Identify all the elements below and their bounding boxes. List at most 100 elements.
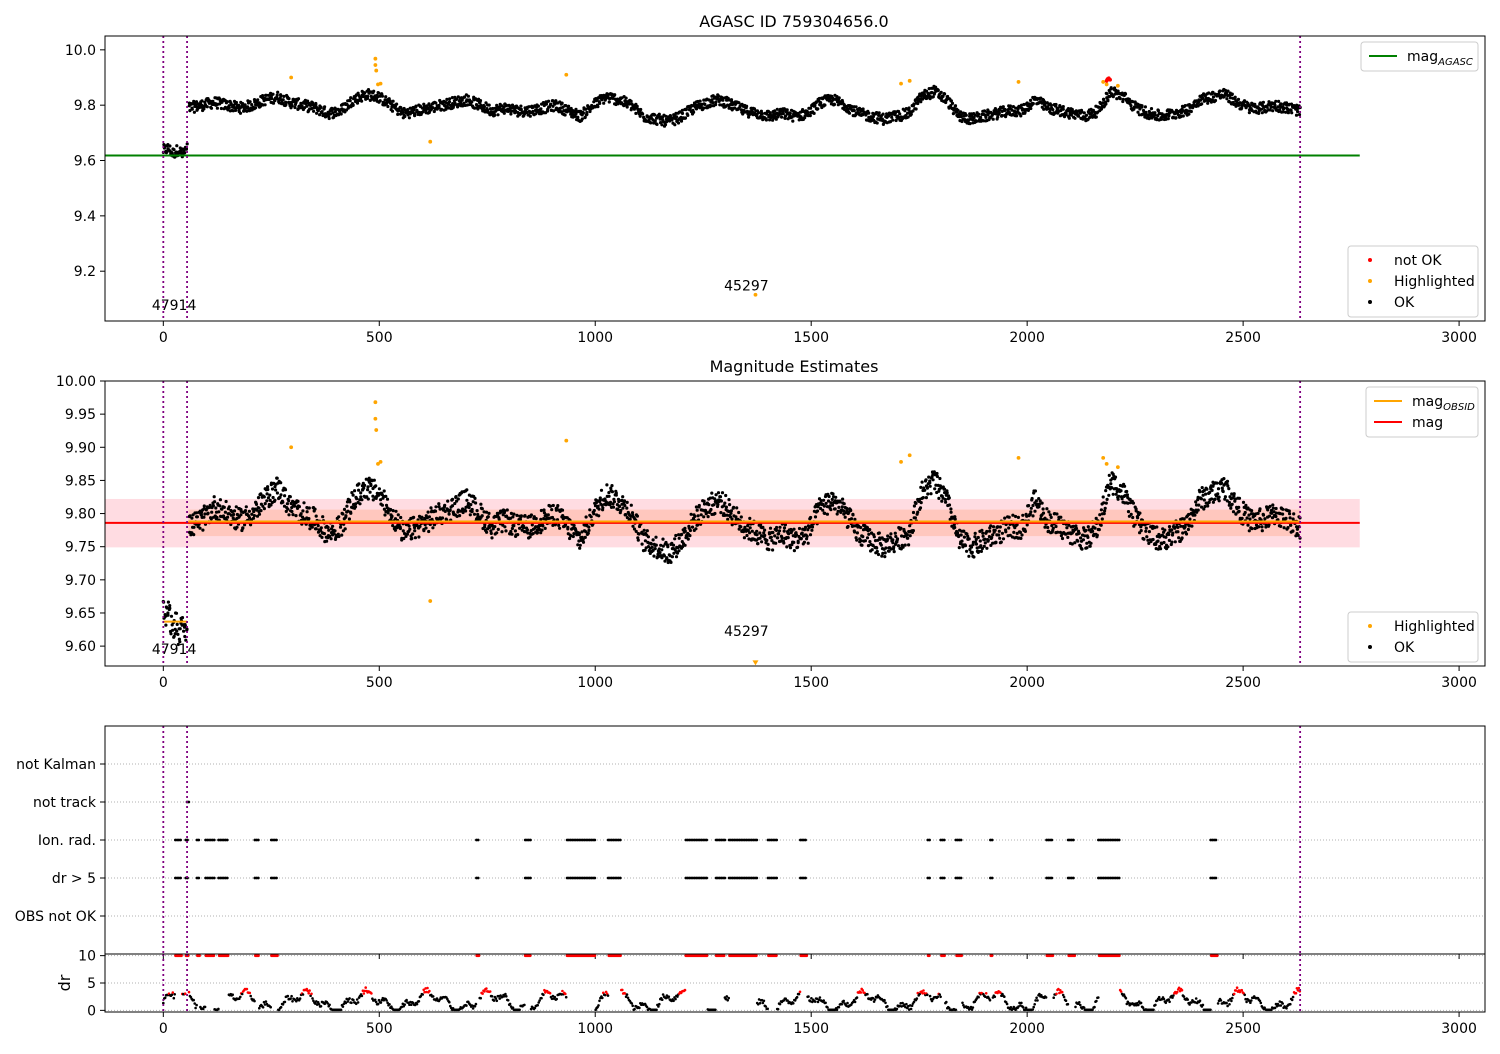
ok-point: [926, 492, 929, 495]
ok-point: [357, 489, 360, 492]
ok-point: [176, 633, 179, 636]
ok-point: [981, 532, 984, 535]
ok-point: [588, 508, 591, 511]
ok-point: [210, 107, 213, 110]
ok-point: [623, 499, 626, 502]
ok-point: [359, 491, 362, 494]
ok-point: [1277, 100, 1280, 103]
ok-point: [1098, 528, 1101, 531]
ok-point: [193, 111, 196, 114]
ok-point: [940, 500, 943, 503]
ok-point: [1197, 504, 1200, 507]
ok-point: [922, 496, 925, 499]
ok-point: [1275, 507, 1278, 510]
ok-point: [349, 512, 352, 515]
x-tick-label: 0: [159, 675, 168, 691]
ok-point: [1261, 529, 1264, 532]
ok-point: [1106, 98, 1109, 101]
ok-point: [510, 533, 513, 536]
ok-point: [585, 515, 588, 518]
ok-point: [1203, 498, 1206, 501]
ok-point: [315, 527, 318, 530]
ok-point: [979, 539, 982, 542]
ok-point: [340, 534, 343, 537]
ok-point: [680, 533, 683, 536]
ok-point: [369, 484, 372, 487]
flag-mark: [775, 839, 778, 842]
flag-mark: [186, 839, 189, 842]
ok-point: [320, 526, 323, 529]
ok-point: [516, 533, 519, 536]
ok-point: [434, 505, 437, 508]
ok-point: [883, 555, 886, 558]
ok-point: [248, 510, 251, 513]
ok-point: [200, 99, 203, 102]
ok-point: [639, 108, 642, 111]
ok-point: [1003, 517, 1006, 520]
ok-point: [998, 111, 1001, 114]
ok-point: [877, 553, 880, 556]
ok-point: [700, 513, 703, 516]
ok-point: [760, 540, 763, 543]
ok-point: [847, 525, 850, 528]
ok-point: [451, 498, 454, 501]
ok-point: [690, 513, 693, 516]
ok-point: [476, 513, 479, 516]
ok-point: [938, 477, 941, 480]
ok-point: [360, 100, 363, 103]
ok-point: [291, 513, 294, 516]
ok-point: [767, 543, 770, 546]
ok-point: [639, 115, 642, 118]
ok-point: [528, 105, 531, 108]
ok-point: [804, 526, 807, 529]
ok-point: [992, 525, 995, 528]
ok-point: [1032, 102, 1035, 105]
ok-point: [629, 518, 632, 521]
ok-point: [1258, 507, 1261, 510]
ok-point: [946, 491, 949, 494]
ok-point: [535, 517, 538, 520]
ok-point: [921, 481, 924, 484]
ok-point: [1170, 528, 1173, 531]
ok-point: [1031, 497, 1034, 500]
ok-point: [856, 531, 859, 534]
ok-point: [374, 484, 377, 487]
ok-point: [653, 113, 656, 116]
ok-point: [755, 530, 758, 533]
y-tick-label: 10.0: [65, 43, 96, 59]
ok-point: [1144, 105, 1147, 108]
ok-point: [838, 96, 841, 99]
ok-point: [878, 531, 881, 534]
ok-point: [602, 102, 605, 105]
ok-point: [1103, 512, 1106, 515]
ok-point: [1004, 108, 1007, 111]
ok-point: [176, 623, 179, 626]
ok-point: [771, 548, 774, 551]
x-tick-label: 500: [366, 675, 393, 691]
ok-point: [1288, 512, 1291, 515]
point-annotation: 45297: [724, 624, 769, 640]
ok-point: [468, 506, 471, 509]
ok-point: [1296, 110, 1299, 113]
ok-point: [443, 504, 446, 507]
panel-1-title: AGASC ID 759304656.0: [699, 12, 888, 31]
highlighted-point: [1105, 462, 1109, 466]
off-scale-marker: [752, 660, 758, 665]
ok-point: [687, 538, 690, 541]
ok-point: [623, 504, 626, 507]
ok-point: [1183, 517, 1186, 520]
ok-point: [381, 95, 384, 98]
ok-point: [590, 515, 593, 518]
ok-point: [1126, 493, 1129, 496]
ok-point: [979, 116, 982, 119]
highlighted-point: [1105, 83, 1109, 87]
ok-point: [1185, 532, 1188, 535]
highlighted-point: [373, 57, 377, 61]
ok-point: [434, 510, 437, 513]
ok-point: [1271, 109, 1274, 112]
ok-point: [861, 535, 864, 538]
ok-point: [745, 105, 748, 108]
ok-point: [837, 506, 840, 509]
ok-point: [834, 496, 837, 499]
y-tick-label: 9.6: [74, 154, 96, 170]
